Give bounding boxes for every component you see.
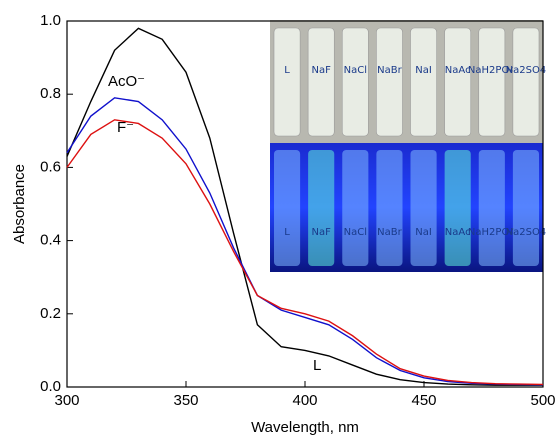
vial-label: NaCl	[344, 65, 367, 76]
vial	[410, 27, 437, 137]
vial	[410, 150, 437, 266]
x-tick-label: 450	[411, 392, 436, 409]
y-tick-label: 0.2	[40, 305, 61, 322]
vial-label: NaAc	[445, 227, 471, 238]
series-line	[66, 97, 544, 386]
series-label: AcO⁻	[108, 73, 145, 90]
vial-label: NaH2PO4	[468, 227, 516, 238]
series-line	[66, 119, 544, 386]
vial-label: NaI	[415, 65, 432, 76]
vial	[512, 150, 539, 266]
vial	[273, 27, 301, 137]
vial-label: NaAc	[445, 65, 471, 76]
series-label: F⁻	[117, 119, 134, 136]
vial-label: NaCl	[344, 227, 367, 238]
series-line	[66, 27, 543, 386]
vial-label: L	[284, 65, 290, 76]
x-tick-label: 300	[54, 392, 79, 409]
x-tick-label: 500	[530, 392, 555, 409]
vial-label: NaBr	[377, 65, 402, 76]
vial	[478, 27, 506, 137]
vial-label: Na2SO4	[506, 65, 547, 76]
vial	[307, 27, 335, 137]
vial-label: NaF	[312, 227, 332, 238]
vial	[341, 27, 369, 137]
vial-label: NaH2PO4	[468, 65, 516, 76]
y-tick-label: 0.6	[40, 158, 61, 175]
vial	[478, 150, 505, 266]
vial-label: L	[284, 227, 290, 238]
vial	[376, 27, 403, 137]
x-axis-label: Wavelength, nm	[251, 419, 359, 436]
vial	[512, 27, 540, 137]
series-label: L	[313, 357, 321, 374]
vial	[342, 150, 369, 266]
y-tick-label: 0.8	[40, 85, 61, 102]
vial	[274, 150, 301, 266]
vial-label: NaF	[312, 65, 332, 76]
vial	[376, 150, 403, 266]
vial-label: Na2SO4	[506, 227, 547, 238]
vial	[444, 150, 471, 266]
x-tick-label: 400	[292, 392, 317, 409]
y-tick-label: 0.0	[40, 378, 61, 395]
inset-photo: LLNaFNaFNaClNaClNaBrNaBrNaINaINaAcNaAcNa…	[270, 20, 546, 272]
y-tick-label: 1.0	[40, 12, 61, 29]
vial	[308, 150, 335, 266]
x-tick-label: 350	[173, 392, 198, 409]
y-tick-label: 0.4	[40, 232, 61, 249]
vial-label: NaBr	[377, 227, 402, 238]
vial-label: NaI	[415, 227, 432, 238]
vial	[444, 27, 472, 137]
y-axis-label: Absorbance	[11, 164, 28, 244]
